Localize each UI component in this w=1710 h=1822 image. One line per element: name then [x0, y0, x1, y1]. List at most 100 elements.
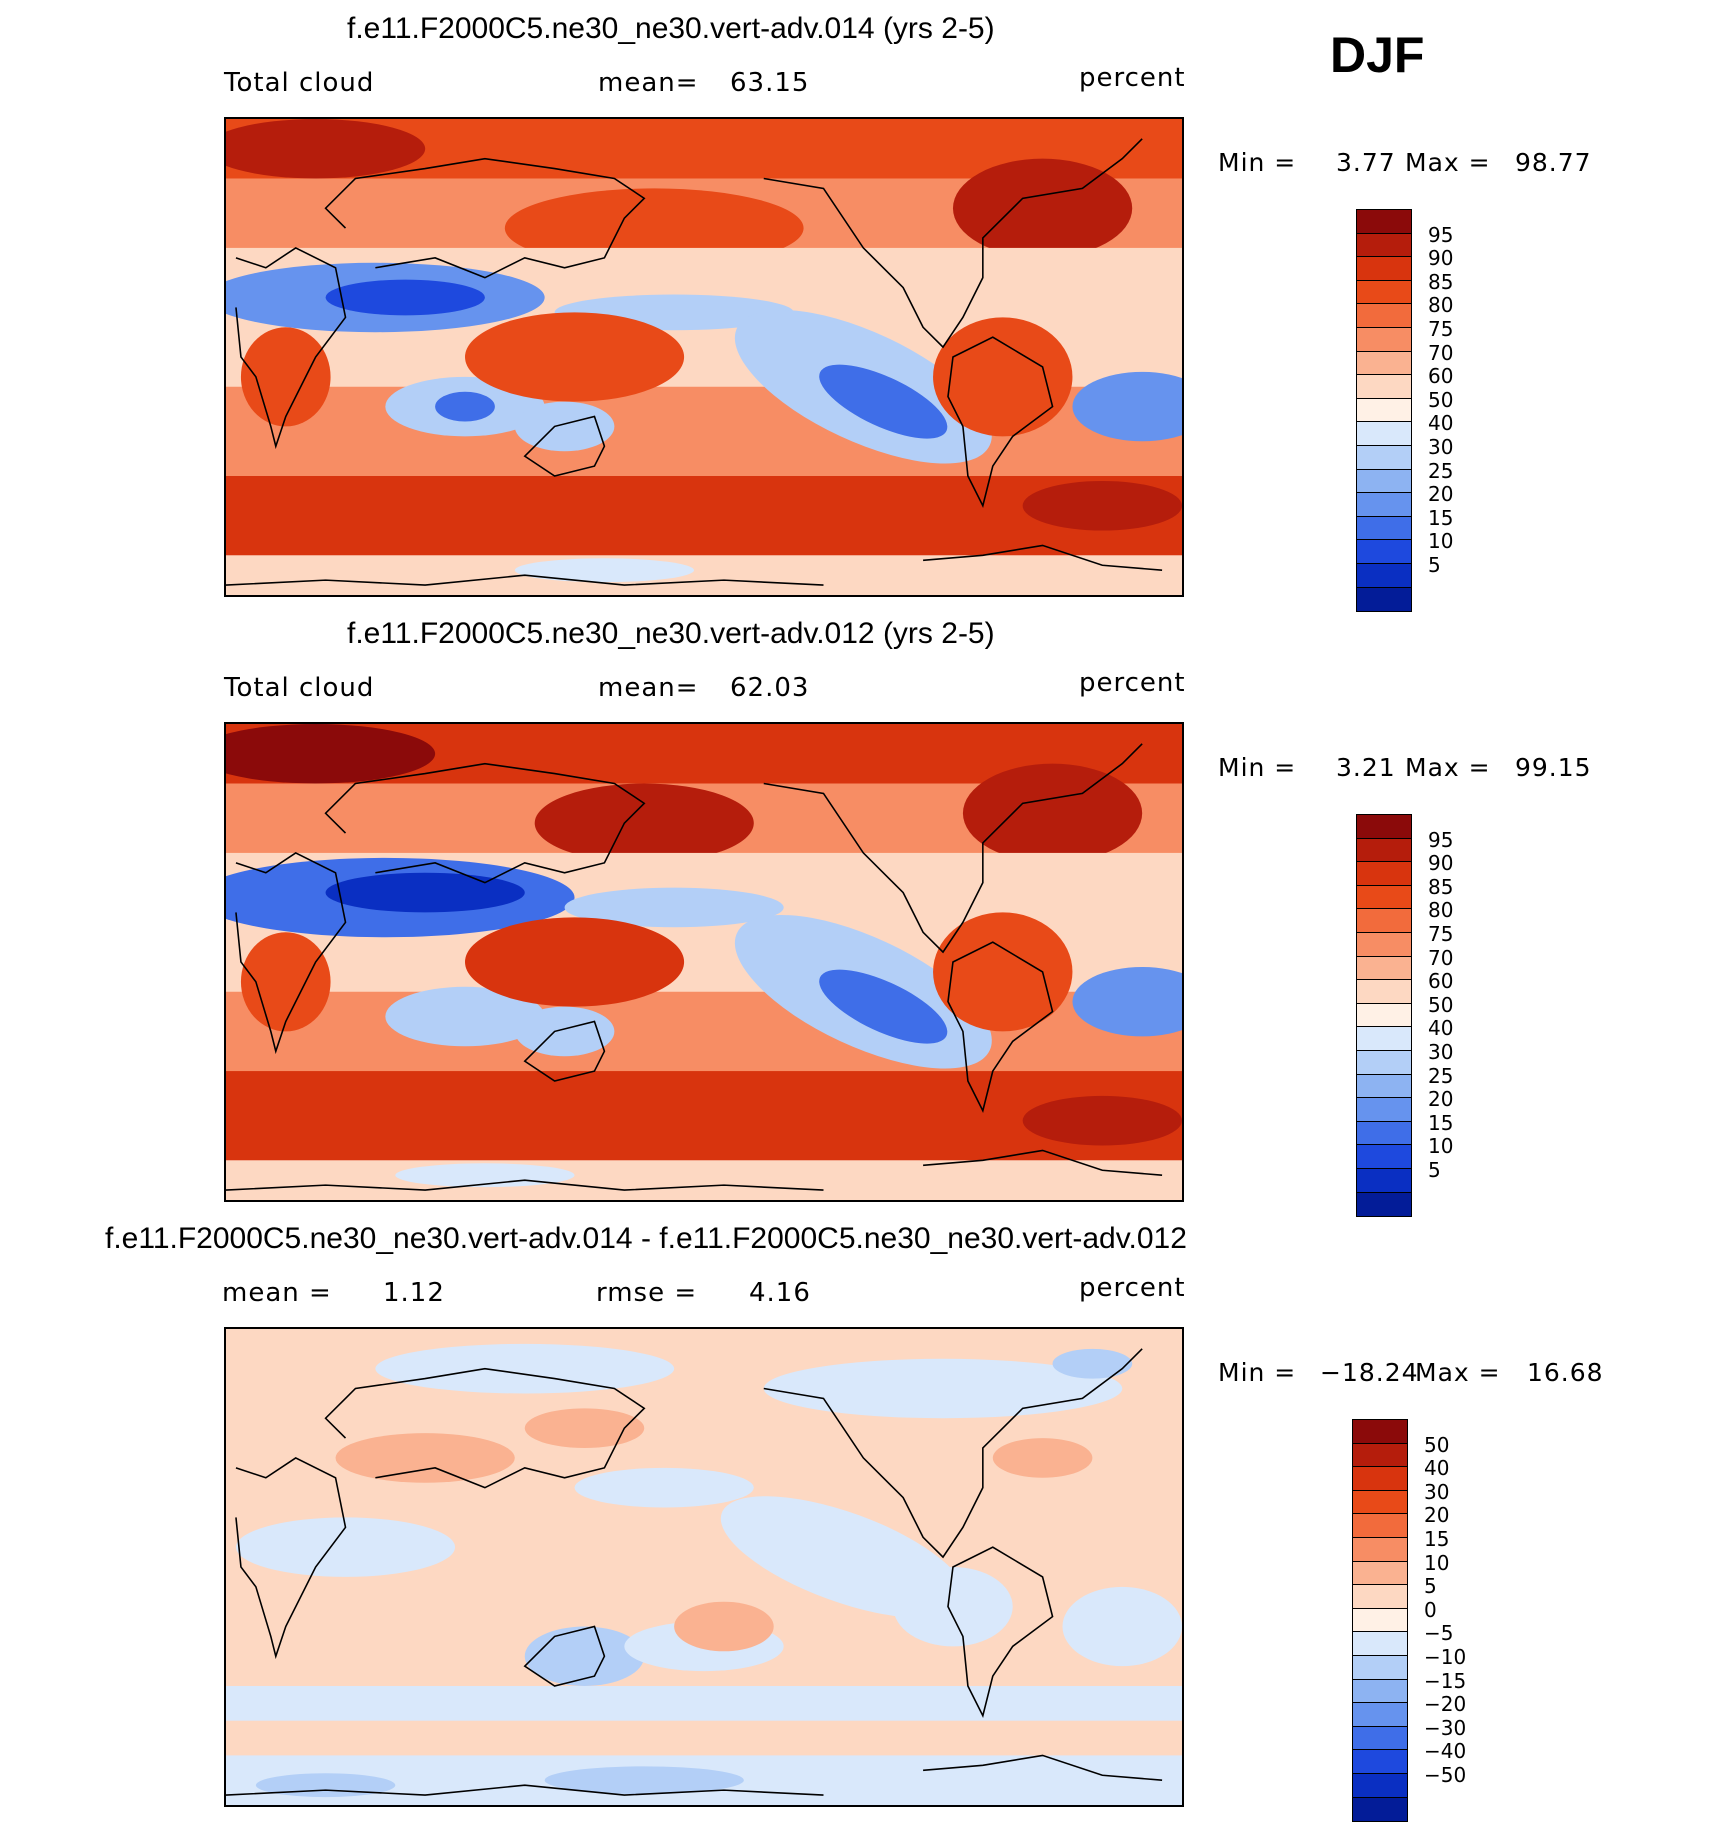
panel1-cloud-field [226, 119, 1182, 595]
colorbar-swatch [1357, 956, 1411, 981]
panel3-units: percent [1079, 1273, 1186, 1303]
colorbar-swatch [1353, 1750, 1407, 1774]
colorbar-swatch [1353, 1585, 1407, 1609]
colorbar-tick-label: 70 [1428, 945, 1454, 970]
colorbar-tick-label: 20 [1428, 1087, 1454, 1112]
colorbar-swatch [1357, 1074, 1411, 1099]
panel3-mean-value: 1.12 [383, 1278, 445, 1308]
colorbar-tick-label: 5 [1428, 553, 1441, 577]
season-label: DJF [1330, 27, 1425, 83]
colorbar-swatch [1353, 1514, 1407, 1538]
colorbar-tick-label: 50 [1428, 387, 1454, 412]
panel3-max-label: Max = [1415, 1358, 1501, 1387]
colorbar-tick-label: 25 [1428, 458, 1454, 483]
colorbar-swatch [1357, 445, 1411, 470]
colorbar-swatch [1357, 304, 1411, 328]
colorbar-tick-label: 50 [1424, 1432, 1450, 1457]
colorbar-tick-label: 30 [1428, 1040, 1454, 1064]
colorbar-tick-label: 10 [1424, 1550, 1450, 1575]
colorbar-tick-label: 60 [1428, 969, 1454, 994]
colorbar-swatch [1357, 493, 1411, 517]
colorbar-swatch [1357, 469, 1411, 494]
colorbar-swatch [1353, 1443, 1407, 1468]
colorbar-swatch [1353, 1679, 1407, 1704]
colorbar-tick-label: −20 [1424, 1692, 1467, 1717]
colorbar-swatch [1353, 1420, 1407, 1444]
panel2-max-label: Max = [1405, 753, 1491, 782]
colorbar-tick-label: 40 [1428, 411, 1454, 436]
panel1-title: f.e11.F2000C5.ne30_ne30.vert-adv.014 (yr… [347, 12, 995, 45]
panel1-units: percent [1079, 63, 1186, 93]
panel3-difference-field [226, 1329, 1182, 1805]
colorbar-tick-label: 5 [1424, 1574, 1437, 1599]
colorbar-tick-label: 15 [1428, 1110, 1454, 1135]
colorbar-swatch [1357, 1145, 1411, 1169]
colorbar-tick-label: 0 [1424, 1597, 1437, 1622]
colorbar-swatch [1357, 398, 1411, 423]
panel3-max-value: 16.68 [1527, 1358, 1604, 1387]
colorbar-tick-label: −15 [1424, 1668, 1467, 1693]
colorbar-swatch [1357, 1098, 1411, 1122]
panel1-max-label: Max = [1405, 148, 1491, 177]
panel2-min-value: 3.21 [1336, 753, 1396, 782]
colorbar-swatch [1357, 327, 1411, 352]
colorbar-swatch [1353, 1726, 1407, 1751]
panel2-map [224, 722, 1184, 1202]
panel1-colorbar [1356, 209, 1412, 613]
colorbar-swatch [1357, 838, 1411, 863]
colorbar-swatch [1357, 233, 1411, 258]
colorbar-swatch [1357, 516, 1411, 541]
colorbar-tick-label: 75 [1428, 317, 1454, 341]
colorbar-swatch [1357, 351, 1411, 376]
colorbar-swatch [1353, 1632, 1407, 1656]
colorbar-swatch [1353, 1797, 1407, 1822]
colorbar-swatch [1357, 909, 1411, 933]
colorbar-tick-label: 10 [1428, 529, 1454, 554]
colorbar-swatch [1353, 1655, 1407, 1680]
colorbar-tick-label: 85 [1428, 874, 1454, 899]
panel3-title: f.e11.F2000C5.ne30_ne30.vert-adv.014 - f… [105, 1222, 1187, 1255]
colorbar-tick-label: 30 [1424, 1479, 1450, 1504]
colorbar-tick-label: 95 [1428, 827, 1454, 852]
colorbar-swatch [1357, 862, 1411, 886]
colorbar-tick-label: 95 [1428, 222, 1454, 247]
colorbar-tick-label: 50 [1428, 992, 1454, 1017]
panel3-mean-label: mean = [222, 1278, 332, 1308]
colorbar-tick-label: 15 [1424, 1527, 1450, 1551]
colorbar-swatch [1357, 1027, 1411, 1051]
colorbar-tick-label: 5 [1428, 1158, 1441, 1182]
colorbar-swatch [1357, 1168, 1411, 1193]
colorbar-swatch [1353, 1490, 1407, 1515]
colorbar-swatch [1357, 210, 1411, 234]
panel2-mean-value: 62.03 [730, 673, 810, 703]
colorbar-tick-label: 75 [1428, 922, 1454, 946]
panel3-map [224, 1327, 1184, 1807]
colorbar-swatch [1357, 815, 1411, 839]
colorbar-swatch [1353, 1537, 1407, 1562]
colorbar-tick-label: 20 [1428, 482, 1454, 507]
panel2-max-value: 99.15 [1515, 753, 1592, 782]
colorbar-tick-label: 80 [1428, 898, 1454, 923]
panel1-mean-label: mean= [598, 68, 699, 98]
colorbar-tick-label: 85 [1428, 269, 1454, 294]
panel1-map [224, 117, 1184, 597]
colorbar-swatch [1357, 980, 1411, 1004]
colorbar-tick-label: −5 [1424, 1621, 1454, 1646]
panel2-variable: Total cloud [224, 673, 375, 703]
panel1-max-value: 98.77 [1515, 148, 1592, 177]
colorbar-swatch [1357, 563, 1411, 588]
colorbar-swatch [1357, 885, 1411, 910]
colorbar-tick-label: 60 [1428, 364, 1454, 389]
colorbar-swatch [1357, 1003, 1411, 1028]
colorbar-tick-label: 10 [1428, 1134, 1454, 1159]
colorbar-swatch [1357, 257, 1411, 281]
colorbar-swatch [1357, 1121, 1411, 1146]
colorbar-tick-label: 25 [1428, 1063, 1454, 1088]
colorbar-swatch [1357, 932, 1411, 957]
colorbar-swatch [1353, 1467, 1407, 1491]
panel3-colorbar [1352, 1419, 1408, 1822]
panel2-colorbar [1356, 814, 1412, 1218]
colorbar-tick-label: 20 [1424, 1503, 1450, 1528]
panel3-rmse-value: 4.16 [749, 1278, 811, 1308]
colorbar-swatch [1353, 1608, 1407, 1633]
